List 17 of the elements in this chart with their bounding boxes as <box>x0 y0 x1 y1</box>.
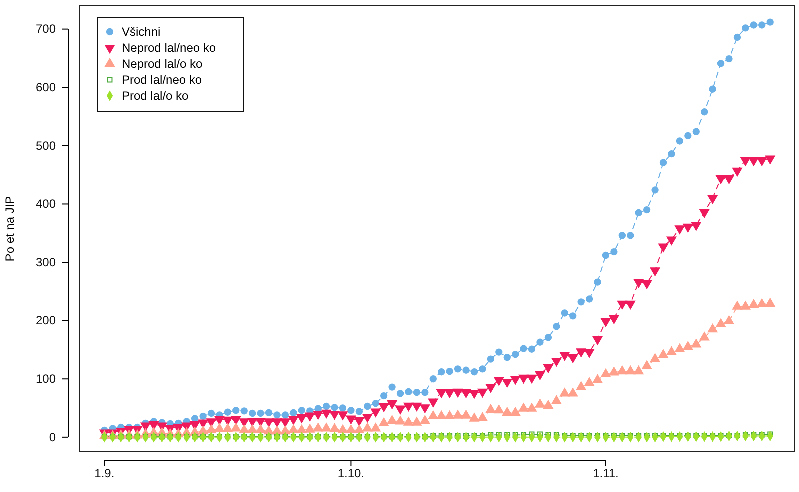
x-tick-label: 1.11. <box>593 466 619 481</box>
y-tick-label: 300 <box>36 255 56 270</box>
x-tick-label: 1.9. <box>94 466 115 481</box>
y-tick-label: 400 <box>36 197 56 212</box>
x-tick-label: 1.10. <box>338 466 365 481</box>
legend-label: Neprod lal/neo ko <box>122 41 216 56</box>
legend-label: Prod lal/o ko <box>122 89 190 104</box>
y-tick-label: 200 <box>36 314 56 328</box>
legend-label: Prod lal/neo ko <box>122 73 202 88</box>
legend-label: Všichni <box>122 25 161 40</box>
y-axis-title: Po et na JIP <box>3 196 17 262</box>
y-tick-label: 100 <box>36 372 56 386</box>
legend-label: Neprod lal/o ko <box>122 57 204 72</box>
y-tick-label: 700 <box>36 22 56 36</box>
y-tick-label: 500 <box>36 138 56 153</box>
y-tick-label: 0 <box>49 430 56 444</box>
y-tick-label: 600 <box>36 80 56 94</box>
